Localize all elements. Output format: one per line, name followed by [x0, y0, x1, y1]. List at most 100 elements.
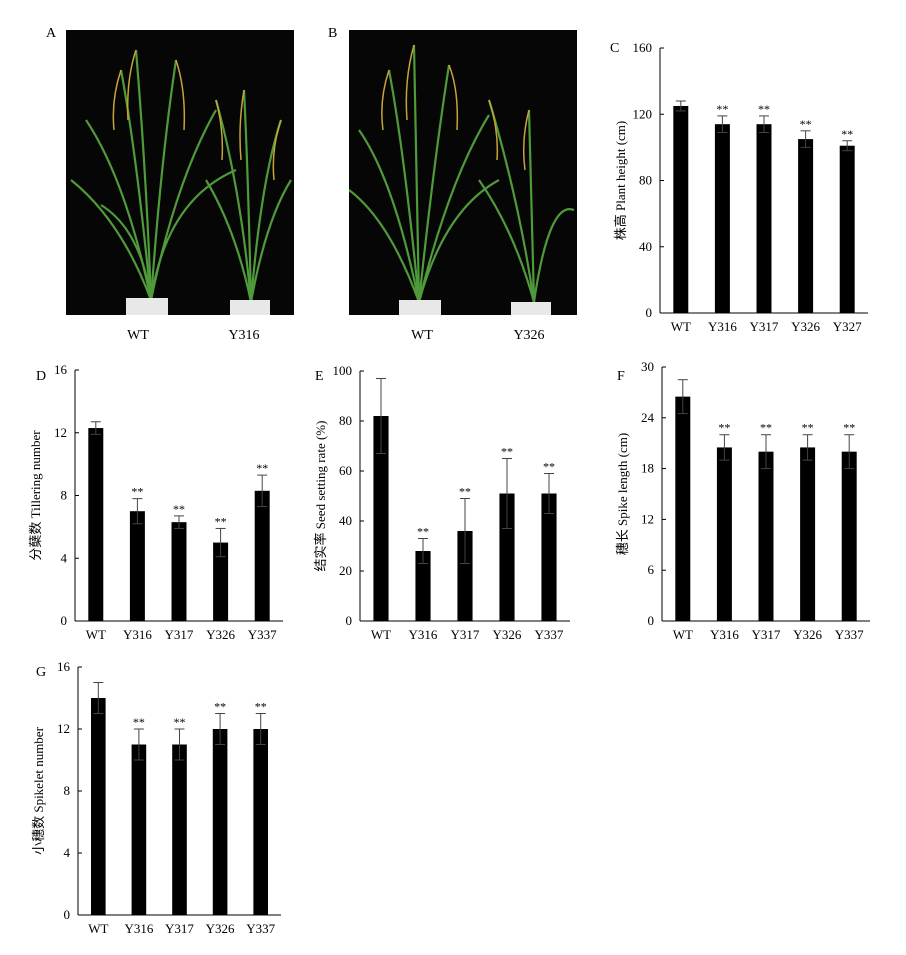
bar-g-wt — [90, 698, 106, 915]
x-tick-label-e: Y317 — [451, 627, 480, 642]
bar-e-y326 — [499, 493, 515, 621]
significance-e-y337: ** — [543, 460, 555, 474]
x-tick-label-d: Y316 — [123, 627, 152, 642]
rice-plants-illustration-b — [349, 44, 575, 315]
bar-e-y316 — [415, 551, 431, 621]
bar-f-wt — [675, 396, 691, 621]
x-tick-label-c: Y327 — [833, 319, 862, 334]
x-tick-label-d: Y326 — [206, 627, 235, 642]
significance-c-y326: ** — [800, 117, 812, 131]
bar-g-y317 — [172, 744, 187, 915]
bar-d-y317 — [171, 522, 187, 621]
bar-e-y337 — [541, 493, 557, 621]
significance-g-y337: ** — [255, 700, 267, 714]
x-tick-label-e: Y316 — [409, 627, 438, 642]
y-tick-label-f: 0 — [648, 613, 655, 628]
y-tick-label-g: 8 — [64, 783, 71, 798]
y-tick-label-f: 6 — [648, 562, 655, 577]
x-tick-label-g: Y316 — [124, 921, 153, 936]
significance-f-y337: ** — [843, 421, 855, 435]
bar-d-wt — [88, 428, 104, 621]
x-tick-label-d: Y337 — [248, 627, 277, 642]
y-tick-label-g: 12 — [57, 721, 70, 736]
x-tick-label-c: Y326 — [791, 319, 820, 334]
significance-f-y326: ** — [802, 421, 814, 435]
y-tick-label-f: 24 — [641, 410, 655, 425]
bar-c-y316 — [714, 124, 730, 313]
y-tick-label-c: 120 — [633, 106, 653, 121]
bar-d-y337 — [254, 490, 270, 621]
bar-f-y337 — [841, 451, 857, 621]
x-tick-label-d: Y317 — [165, 627, 194, 642]
significance-g-y317: ** — [174, 715, 186, 729]
y-axis-label-c: 株高 Plant height (cm) — [613, 121, 628, 241]
x-tick-label-f: Y326 — [793, 627, 822, 642]
y-tick-label-e: 20 — [339, 563, 352, 578]
photo-a-caption-y316: Y316 — [228, 328, 260, 343]
y-tick-label-e: 80 — [339, 413, 352, 428]
y-tick-label-c: 40 — [639, 239, 652, 254]
x-tick-label-e: WT — [371, 627, 391, 642]
panel-letter-c: C — [610, 41, 619, 56]
significance-d-y316: ** — [131, 485, 143, 499]
significance-f-y316: ** — [718, 421, 730, 435]
bar-e-wt — [373, 416, 389, 621]
panel-letter-e: E — [315, 369, 324, 384]
y-tick-label-d: 4 — [61, 550, 68, 565]
y-tick-label-f: 12 — [641, 511, 654, 526]
x-tick-label-f: Y337 — [835, 627, 864, 642]
x-tick-label-c: WT — [671, 319, 691, 334]
bar-d-y316 — [129, 511, 145, 621]
x-tick-label-f: Y317 — [752, 627, 781, 642]
significance-e-y326: ** — [501, 445, 513, 459]
y-tick-label-d: 12 — [54, 425, 67, 440]
y-tick-label-f: 30 — [641, 359, 654, 374]
x-tick-label-f: WT — [673, 627, 693, 642]
bar-g-y316 — [131, 744, 147, 915]
x-tick-label-c: Y316 — [708, 319, 737, 334]
photo-wt-y316 — [66, 30, 294, 315]
bar-g-y326 — [212, 729, 228, 915]
x-tick-label-g: Y317 — [165, 921, 194, 936]
panel-letter-d: D — [36, 369, 46, 384]
y-tick-label-e: 40 — [339, 513, 352, 528]
significance-g-y316: ** — [133, 715, 145, 729]
significance-f-y317: ** — [760, 421, 772, 435]
x-tick-label-g: Y326 — [206, 921, 235, 936]
y-axis-label-e: 结实率 Seed setting rate (%) — [313, 421, 328, 572]
y-tick-label-f: 18 — [641, 461, 654, 476]
significance-d-y326: ** — [215, 514, 227, 528]
panel-letter-b: B — [328, 26, 338, 41]
bar-c-y327 — [839, 145, 855, 313]
significance-d-y317: ** — [173, 502, 185, 516]
bar-f-y317 — [758, 451, 774, 621]
photo-b-caption-y326: Y326 — [513, 328, 545, 343]
photo-wt-y326 — [349, 30, 577, 315]
y-axis-label-g: 小穗数 Spikelet number — [31, 726, 46, 854]
bar-d-y326 — [213, 542, 229, 621]
y-tick-label-g: 0 — [64, 907, 71, 922]
significance-c-y317: ** — [758, 102, 770, 116]
x-tick-label-d: WT — [86, 627, 106, 642]
photo-b-caption-wt: WT — [411, 328, 433, 343]
bar-g-y337 — [253, 729, 269, 915]
x-tick-label-e: Y337 — [535, 627, 564, 642]
bar-c-y326 — [798, 139, 814, 313]
y-tick-label-c: 160 — [633, 40, 653, 55]
x-tick-label-g: Y337 — [246, 921, 275, 936]
y-axis-label-d: 分蘖数 Tillering number — [28, 430, 43, 561]
y-tick-label-c: 0 — [646, 305, 653, 320]
y-tick-label-e: 0 — [346, 613, 353, 628]
y-tick-label-e: 60 — [339, 463, 352, 478]
significance-e-y317: ** — [459, 485, 471, 499]
x-tick-label-f: Y316 — [710, 627, 739, 642]
photo-a-caption-wt: WT — [127, 328, 149, 343]
panel-letter-a: A — [46, 26, 57, 41]
rice-plants-illustration-a — [70, 49, 292, 315]
bar-f-y316 — [716, 447, 732, 621]
bar-e-y317 — [457, 531, 473, 621]
y-tick-label-c: 80 — [639, 173, 652, 188]
y-tick-label-d: 8 — [61, 488, 68, 503]
y-axis-label-f: 穗长 Spike length (cm) — [615, 433, 630, 555]
